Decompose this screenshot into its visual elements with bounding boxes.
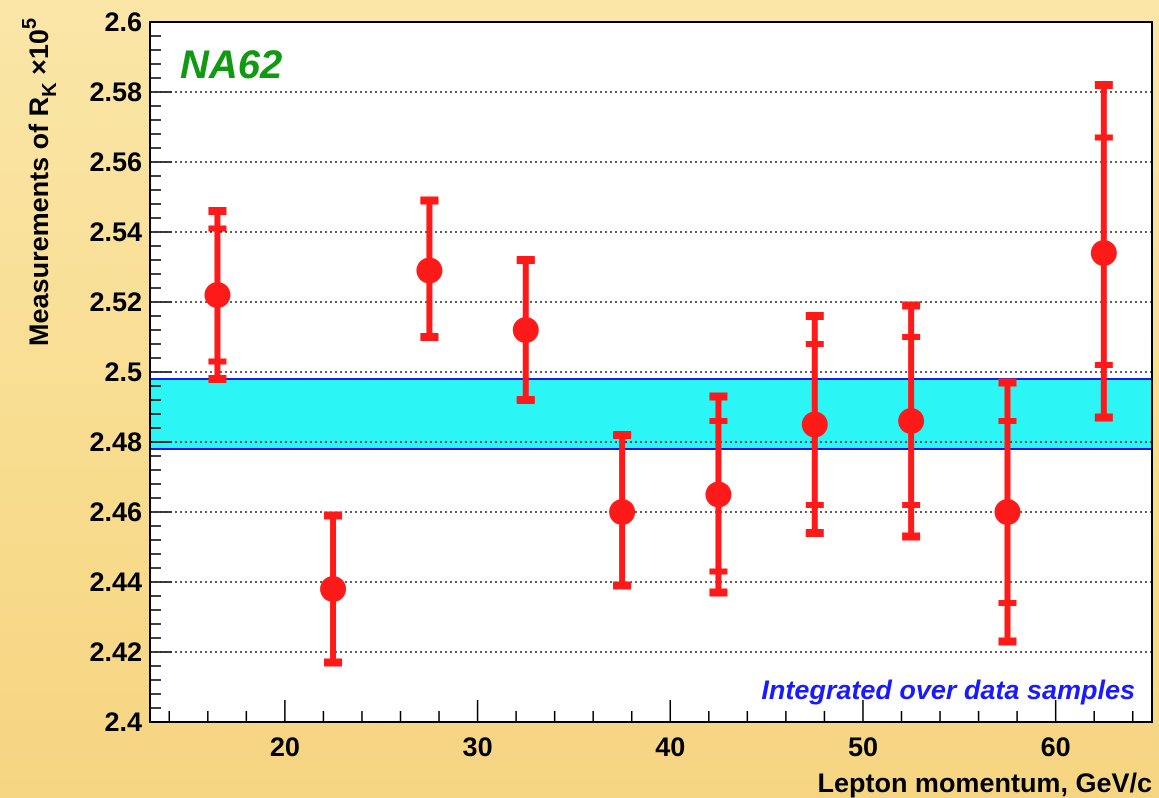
y-tick-label: 2.6 bbox=[104, 7, 142, 37]
x-tick-label: 60 bbox=[1041, 732, 1071, 762]
total-error-cap bbox=[1094, 81, 1113, 89]
point-marker bbox=[204, 282, 231, 308]
point-marker bbox=[1090, 240, 1117, 266]
data-point bbox=[898, 301, 925, 541]
stat-error-cap bbox=[208, 358, 227, 365]
y-tick-label: 2.5 bbox=[104, 357, 142, 387]
point-marker bbox=[609, 499, 636, 525]
x-tick-label: 40 bbox=[655, 732, 685, 762]
y-axis-title-sub: K bbox=[39, 82, 61, 97]
data-point bbox=[204, 207, 231, 383]
total-error-cap bbox=[998, 378, 1017, 387]
total-error-cap bbox=[709, 588, 728, 597]
point-marker bbox=[512, 317, 539, 343]
x-tick-label: 20 bbox=[270, 732, 300, 762]
data-point bbox=[416, 196, 443, 341]
total-error-cap bbox=[805, 529, 824, 537]
data-point bbox=[801, 312, 828, 537]
data-point bbox=[1090, 81, 1117, 422]
stat-error-cap bbox=[709, 568, 728, 575]
stat-error-cap bbox=[324, 659, 343, 666]
point-marker bbox=[416, 257, 443, 284]
stat-error-cap bbox=[613, 432, 632, 438]
stat-error-cap bbox=[998, 418, 1017, 424]
y-tick-label: 2.46 bbox=[89, 497, 142, 527]
stat-error-cap bbox=[420, 197, 439, 204]
total-error-cap bbox=[998, 637, 1017, 646]
y-axis-title: Measurements of RK ×105 bbox=[19, 18, 61, 346]
stat-error-cap bbox=[1094, 134, 1113, 141]
y-axis-title-mid: ×10 bbox=[24, 29, 54, 82]
x-axis-title: Lepton momentum, GeV/c bbox=[817, 768, 1152, 798]
y-tick-label: 2.48 bbox=[89, 427, 142, 457]
stat-error-cap bbox=[902, 502, 921, 508]
stat-error-cap bbox=[998, 600, 1017, 606]
data-point bbox=[320, 511, 347, 667]
y-tick-label: 2.52 bbox=[89, 287, 142, 317]
point-marker bbox=[801, 411, 828, 438]
data-point bbox=[705, 392, 732, 597]
y-axis-title-main: Measurements of R bbox=[24, 97, 54, 346]
stat-error-cap bbox=[208, 225, 227, 232]
point-marker bbox=[994, 499, 1021, 525]
y-tick-label: 2.44 bbox=[89, 567, 142, 597]
x-tick-label: 30 bbox=[463, 732, 493, 762]
total-error-cap bbox=[902, 301, 921, 310]
stat-error-cap bbox=[805, 502, 824, 508]
stat-error-cap bbox=[516, 257, 535, 263]
stat-error-cap bbox=[613, 582, 632, 589]
y-tick-label: 2.42 bbox=[89, 637, 142, 667]
stat-error-cap bbox=[805, 341, 824, 347]
total-error-cap bbox=[805, 312, 824, 320]
data-point bbox=[994, 378, 1021, 646]
average-band bbox=[150, 379, 1152, 449]
data-point bbox=[512, 256, 539, 404]
total-error-cap bbox=[709, 392, 728, 401]
y-axis-title-sup: 5 bbox=[19, 18, 41, 29]
point-marker bbox=[705, 481, 732, 508]
point-marker bbox=[320, 576, 347, 602]
stat-error-cap bbox=[1094, 362, 1113, 368]
data-point bbox=[609, 431, 636, 590]
total-error-cap bbox=[902, 532, 921, 541]
stat-error-cap bbox=[420, 334, 439, 340]
stat-error-cap bbox=[516, 397, 535, 403]
stat-error-cap bbox=[902, 334, 921, 340]
point-marker bbox=[898, 408, 925, 434]
y-tick-label: 2.4 bbox=[104, 707, 142, 737]
y-tick-label: 2.58 bbox=[89, 77, 142, 107]
annotation-text: Integrated over data samples bbox=[761, 675, 1135, 705]
y-tick-label: 2.54 bbox=[89, 217, 142, 247]
stat-error-cap bbox=[324, 512, 343, 519]
y-tick-label: 2.56 bbox=[89, 147, 142, 177]
total-error-cap bbox=[1094, 413, 1113, 422]
total-error-cap bbox=[208, 375, 227, 383]
stat-error-cap bbox=[709, 418, 728, 424]
experiment-label: NA62 bbox=[180, 43, 282, 87]
x-tick-label: 50 bbox=[848, 732, 878, 762]
total-error-cap bbox=[208, 207, 227, 215]
